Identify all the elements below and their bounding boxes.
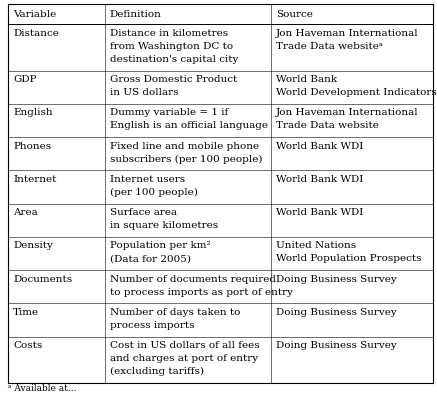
Text: Variable: Variable (13, 10, 56, 19)
Text: Trade Data website: Trade Data website (276, 121, 378, 131)
Text: Gross Domestic Product: Gross Domestic Product (110, 75, 237, 84)
Text: Cost in US dollars of all fees: Cost in US dollars of all fees (110, 341, 260, 350)
Text: Documents: Documents (13, 275, 72, 284)
Text: Fixed line and mobile phone: Fixed line and mobile phone (110, 142, 259, 150)
Text: World Bank WDI: World Bank WDI (276, 142, 363, 150)
Text: World Bank: World Bank (276, 75, 337, 84)
Text: World Population Prospects: World Population Prospects (276, 254, 421, 263)
Text: Internet: Internet (13, 175, 56, 184)
Text: Area: Area (13, 208, 38, 217)
Text: Dummy variable = 1 if: Dummy variable = 1 if (110, 108, 228, 117)
Text: Doing Business Survey: Doing Business Survey (276, 275, 396, 284)
Text: Time: Time (13, 308, 39, 317)
Text: to process imports as port of entry: to process imports as port of entry (110, 288, 293, 297)
Text: Distance: Distance (13, 29, 59, 38)
Text: World Bank WDI: World Bank WDI (276, 175, 363, 184)
Text: Source: Source (276, 10, 312, 19)
Text: GDP: GDP (13, 75, 37, 84)
Text: Costs: Costs (13, 341, 42, 350)
Text: destination's capital city: destination's capital city (110, 55, 238, 64)
Text: (excluding tariffs): (excluding tariffs) (110, 367, 204, 377)
Text: Definition: Definition (110, 10, 162, 19)
Text: Density: Density (13, 242, 53, 250)
Text: Number of documents required: Number of documents required (110, 275, 276, 284)
Text: in square kilometres: in square kilometres (110, 221, 218, 230)
Text: Distance in kilometres: Distance in kilometres (110, 29, 228, 38)
Text: Population per km²: Population per km² (110, 242, 211, 250)
Text: ᵃ Available at...: ᵃ Available at... (8, 384, 76, 393)
Text: Jon Haveman International: Jon Haveman International (276, 29, 418, 38)
Text: Doing Business Survey: Doing Business Survey (276, 341, 396, 350)
Text: English: English (13, 108, 52, 117)
Text: Surface area: Surface area (110, 208, 177, 217)
Text: (per 100 people): (per 100 people) (110, 188, 198, 197)
Text: World Development Indicators (WDI): World Development Indicators (WDI) (276, 88, 437, 97)
Text: (Data for 2005): (Data for 2005) (110, 254, 191, 263)
Text: Trade Data websiteᵃ: Trade Data websiteᵃ (276, 42, 383, 51)
Text: United Nations: United Nations (276, 242, 356, 250)
Text: World Bank WDI: World Bank WDI (276, 208, 363, 217)
Text: English is an official language: English is an official language (110, 121, 268, 131)
Text: Internet users: Internet users (110, 175, 185, 184)
Text: Number of days taken to: Number of days taken to (110, 308, 240, 317)
Text: subscribers (per 100 people): subscribers (per 100 people) (110, 154, 262, 164)
Text: and charges at port of entry: and charges at port of entry (110, 354, 258, 363)
Text: Doing Business Survey: Doing Business Survey (276, 308, 396, 317)
Text: in US dollars: in US dollars (110, 88, 178, 97)
Text: process imports: process imports (110, 321, 194, 330)
Text: Phones: Phones (13, 142, 51, 150)
Text: Jon Haveman International: Jon Haveman International (276, 108, 418, 117)
Text: from Washington DC to: from Washington DC to (110, 42, 233, 51)
